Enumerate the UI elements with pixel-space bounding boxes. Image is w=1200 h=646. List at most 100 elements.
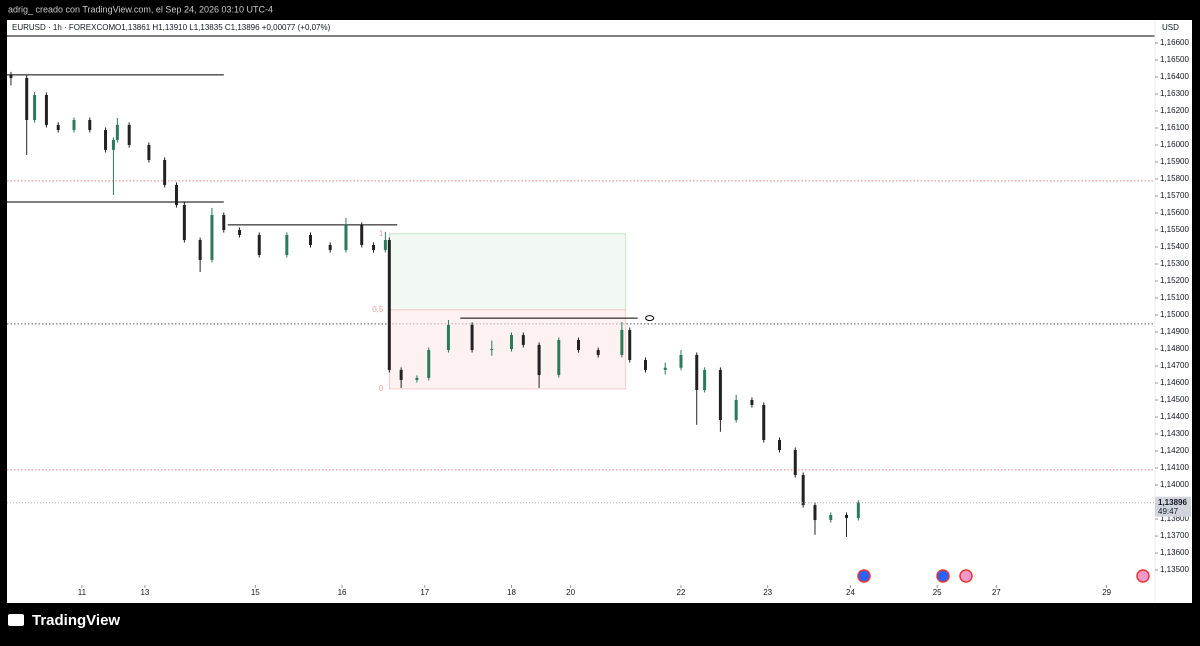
- candle-body: [210, 215, 214, 260]
- x-tick-label: 25: [933, 588, 942, 597]
- candle-body: [427, 350, 431, 378]
- candle-body: [490, 349, 494, 351]
- x-tick-label: 16: [338, 588, 347, 597]
- candle-body: [577, 339, 580, 351]
- candle-body: [829, 514, 833, 521]
- y-tick-label: 1,16500: [1160, 55, 1189, 64]
- y-tick-label: 1,15500: [1160, 225, 1189, 234]
- y-tick-label: 1,14600: [1160, 378, 1189, 387]
- candle-body: [182, 205, 186, 241]
- logo: [8, 614, 24, 626]
- countdown: 49:47: [1158, 507, 1179, 516]
- candle-body: [557, 339, 561, 376]
- y-tick-label: 1,15100: [1160, 293, 1189, 302]
- y-tick-label: 1,15600: [1160, 208, 1189, 217]
- candle-body: [163, 159, 167, 185]
- x-tick-label: 27: [992, 588, 1001, 597]
- candle-body: [72, 119, 76, 131]
- y-tick-label: 1,16600: [1160, 38, 1189, 47]
- candle-body: [372, 244, 376, 251]
- candle-body: [56, 124, 60, 131]
- candle-body: [801, 474, 805, 506]
- candle-body: [88, 119, 92, 131]
- candle-body: [537, 344, 541, 376]
- candle-body: [328, 244, 332, 251]
- candle-body: [238, 229, 242, 235]
- candle-body: [446, 324, 450, 351]
- candle-body: [703, 369, 707, 390]
- candle-body: [360, 224, 364, 245]
- y-tick-label: 1,14800: [1160, 344, 1189, 353]
- x-tick-label: 13: [140, 588, 149, 597]
- top-bar: adrig_ creado con TradingView.com, el Se…: [8, 4, 273, 14]
- y-tick-label: 1,15300: [1160, 259, 1189, 268]
- candle-body: [856, 502, 860, 519]
- candle-body: [695, 354, 699, 390]
- y-tick-label: 1,13600: [1160, 548, 1189, 557]
- y-tick-label: 1,15200: [1160, 276, 1189, 285]
- candle-body: [415, 377, 419, 380]
- x-tick-label: 15: [251, 588, 260, 597]
- y-tick-label: 1,16000: [1160, 140, 1189, 149]
- candle-body: [33, 94, 37, 120]
- ohlc: O1,13861 H1,13910 L1,13835 C1,13896 +0,0…: [115, 23, 331, 32]
- candle-body: [628, 329, 632, 361]
- candle-body: [399, 369, 403, 380]
- candle-body: [521, 335, 525, 345]
- x-tick-label: 18: [507, 588, 516, 597]
- candle-body: [644, 360, 648, 370]
- candle-body: [104, 130, 108, 150]
- fib-upper-zone: [389, 233, 627, 311]
- candle-body: [845, 514, 849, 519]
- candle-body: [387, 240, 391, 370]
- candle-body: [663, 367, 667, 370]
- candle-body: [344, 224, 348, 251]
- footer-brand: TradingView: [32, 612, 120, 629]
- y-tick-label: 1,14400: [1160, 412, 1189, 421]
- candle-body: [198, 240, 202, 260]
- y-tick-label: 1,14100: [1160, 463, 1189, 472]
- candle-body: [679, 354, 683, 368]
- candle-body: [596, 350, 600, 355]
- fib-label: 0,5: [372, 305, 384, 314]
- y-tick-label: 1,15900: [1160, 157, 1189, 166]
- y-tick-label: 1,15800: [1160, 174, 1189, 183]
- y-tick-label: 1,16100: [1160, 123, 1189, 132]
- x-tick-label: 24: [846, 588, 855, 597]
- candle-body: [734, 400, 738, 421]
- candle-body: [25, 77, 29, 120]
- x-tick-label: 29: [1102, 588, 1111, 597]
- y-tick-label: 1,13700: [1160, 531, 1189, 540]
- candle-body: [383, 240, 387, 251]
- fib-label: 0: [379, 384, 384, 393]
- candle-body: [793, 450, 797, 475]
- candle-body: [222, 215, 226, 230]
- candle-body: [509, 335, 513, 350]
- x-tick-label: 20: [566, 588, 575, 597]
- fib-label: 1: [379, 229, 384, 238]
- candle-body: [813, 505, 817, 521]
- last-price-label: 1,13896: [1158, 498, 1187, 507]
- y-tick-label: 1,15000: [1160, 310, 1189, 319]
- candle-body: [147, 144, 151, 160]
- y-tick-label: 1,16300: [1160, 89, 1189, 98]
- candle-body: [127, 124, 131, 145]
- candle-body: [174, 184, 178, 206]
- x-tick-label: 17: [420, 588, 429, 597]
- candle-body: [115, 124, 119, 140]
- candle-body: [620, 329, 624, 355]
- candle-body: [44, 94, 48, 125]
- y-tick-label: 1,16200: [1160, 106, 1189, 115]
- candle-body: [9, 74, 13, 78]
- y-tick-label: 1,14200: [1160, 446, 1189, 455]
- y-tick-label: 1,13800: [1160, 514, 1189, 523]
- candle-body: [285, 234, 289, 255]
- y-tick-label: 1,14300: [1160, 429, 1189, 438]
- candle-body: [718, 369, 722, 421]
- y-tick-label: 1,15700: [1160, 191, 1189, 200]
- event-icons: [857, 569, 1150, 583]
- y-tick-label: 1,16400: [1160, 72, 1189, 81]
- eye-icon: [645, 315, 655, 322]
- candle-body: [257, 234, 261, 255]
